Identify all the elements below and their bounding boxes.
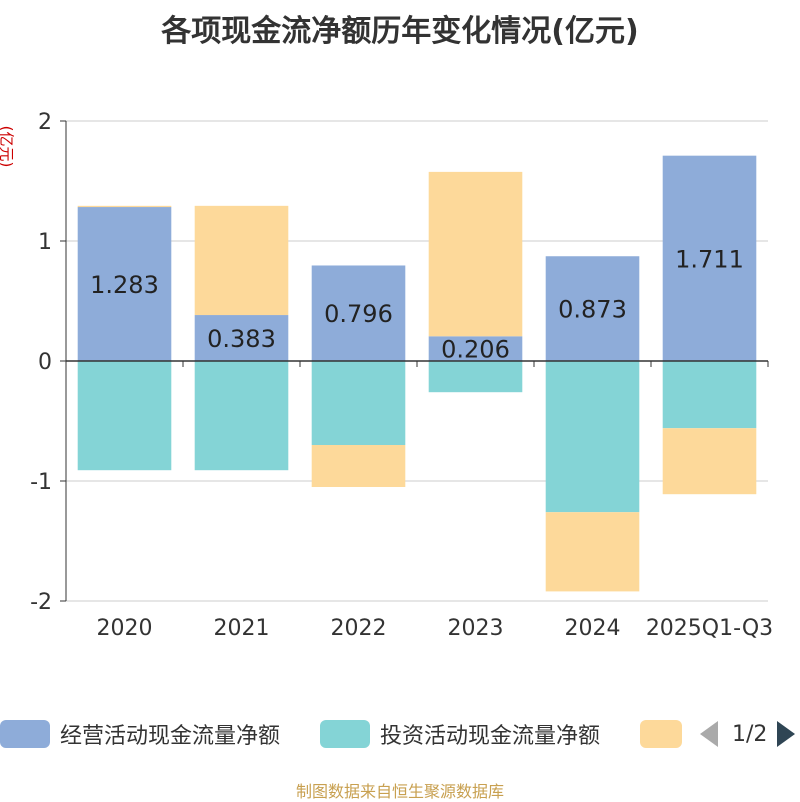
bar-series0-3 [428,336,523,361]
y-tick-label-1: 1 [38,230,52,255]
bar-series2-5 [662,428,757,495]
legend-item-financing[interactable] [640,716,682,752]
bar-series2-3 [428,171,523,337]
x-tick-label-2: 2022 [331,616,387,641]
bar-value-label-5: 1.711 [675,245,744,273]
bar-series2-1 [194,205,289,316]
bar-series0-2 [311,265,406,361]
legend-label-operating: 经营活动现金流量净额 [60,724,281,749]
bar-value-label-2: 0.796 [324,300,393,328]
x-tick-label-5: 2025Q1-Q3 [646,616,773,641]
legend-prev-page-icon[interactable] [700,721,718,747]
x-tick-label-3: 2023 [448,616,504,641]
bar-series2-4 [545,512,640,592]
data-source-note: 制图数据来自恒生聚源数据库 [295,782,504,801]
legend-item-operating[interactable]: 经营活动现金流量净额 [0,716,280,752]
x-tick-label-0: 2020 [97,616,153,641]
x-tick-label-4: 2024 [565,616,621,641]
bar-value-label-3: 0.206 [441,336,510,364]
legend-label-investing: 投资活动现金流量净额 [380,724,601,749]
bar-series2-2 [311,445,406,487]
legend-next-page-icon[interactable] [777,721,796,747]
y-tick-label-0: 2 [38,110,52,135]
bar-series0-4 [545,256,640,361]
legend-swatch-operating [0,720,50,748]
y-tick-label-2: 0 [38,350,52,375]
bar-series2-0 [77,205,172,208]
y-tick-label-4: -2 [30,590,52,615]
bar-series1-4 [545,361,640,513]
bar-value-label-4: 0.873 [558,296,627,324]
chart-title: 各项现金流净额历年变化情况(亿元) [161,14,639,49]
stacked-bar-chart: 2 1 0 -1 -2 2020 2021 2022 2023 2024 2025Q1-Q3 1.2… [30,110,773,641]
bar-value-label-1: 0.383 [207,325,276,353]
legend-page-indicator: 1/2 [732,721,768,747]
legend: 经营活动现金流量净额 投资活动现金流量净额 [0,716,800,752]
bar-value-label-0: 1.283 [90,271,159,299]
legend-swatch-financing [640,720,682,748]
legend-swatch-investing [320,720,370,748]
x-tick-label-1: 2021 [214,616,270,641]
y-tick-label-3: -1 [30,470,52,495]
bar-series1-3 [428,361,523,393]
bar-series1-0 [77,361,172,471]
bar-series1-2 [311,361,406,445]
bar-series0-1 [194,315,289,361]
legend-item-investing[interactable]: 投资活动现金流量净额 [320,716,600,752]
bar-series1-5 [662,361,757,429]
legend-pager: 1/2 [700,716,796,752]
bar-series1-1 [194,361,289,471]
bar-series0-0 [77,207,172,361]
bar-series0-5 [662,155,757,361]
